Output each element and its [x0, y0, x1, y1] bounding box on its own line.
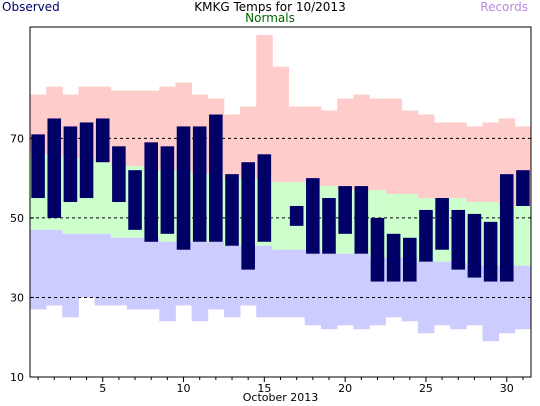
x-tick-label-10: 10 [177, 382, 191, 395]
record-low-band-day-19 [320, 253, 338, 330]
record-high-band-day-13 [223, 114, 241, 179]
observed-bar-day-30 [499, 174, 514, 282]
observed-bar-day-25 [419, 209, 433, 262]
observed-bar-day-27 [451, 209, 466, 270]
x-tick-label-20: 20 [338, 382, 352, 395]
observed-bar-day-18 [306, 178, 320, 254]
record-high-band-day-22 [369, 98, 386, 191]
record-low-band-day-20 [337, 253, 354, 326]
observed-bar-day-7 [128, 170, 142, 230]
observed-bar-day-26 [435, 198, 449, 250]
record-low-band-day-21 [353, 253, 370, 330]
observed-bar-day-4 [79, 122, 94, 199]
observed-bar-day-20 [338, 186, 352, 234]
record-low-band-day-5 [94, 233, 112, 306]
chart-title: KMKG Temps for 10/2013 [194, 0, 346, 14]
record-high-band-day-15 [256, 34, 273, 179]
record-low-band-day-13 [223, 245, 241, 318]
record-low-band-day-7 [126, 237, 144, 310]
record-low-band-day-29 [482, 265, 500, 342]
bands-layer [30, 34, 532, 342]
record-low-band-day-8 [143, 237, 160, 310]
record-low-band-day-10 [175, 241, 193, 306]
legend-records: Records [480, 0, 528, 14]
observed-bar-day-21 [354, 186, 369, 254]
record-low-band-day-27 [450, 261, 467, 330]
axes-layer: 10 30 50 70 5 10 15 20 25 30 [10, 132, 524, 395]
y-tick-label-70: 70 [10, 132, 24, 145]
observed-bar-day-17 [289, 205, 304, 226]
record-high-band-day-23 [385, 98, 403, 195]
record-high-band-day-14 [240, 106, 257, 179]
observed-bar-day-5 [95, 118, 110, 163]
record-high-band-day-17 [288, 106, 306, 183]
observed-bar-day-19 [322, 198, 336, 254]
record-high-band-day-7 [126, 90, 144, 167]
observed-layer [31, 114, 530, 282]
legend-normals: Normals [245, 11, 295, 25]
observed-bar-day-8 [144, 142, 158, 242]
observed-bar-day-24 [403, 237, 417, 282]
record-high-band-day-27 [450, 122, 467, 199]
normal-band-day-5 [94, 162, 112, 234]
x-tick-label-15: 15 [257, 382, 271, 395]
record-high-band-day-28 [466, 126, 483, 202]
x-tick-label-5: 5 [99, 382, 106, 395]
normal-band-day-16 [272, 182, 289, 250]
record-low-band-day-11 [191, 241, 209, 322]
record-low-band-day-15 [256, 245, 273, 318]
observed-bar-day-29 [483, 221, 498, 282]
observed-bar-day-31 [516, 170, 530, 206]
record-high-band-day-20 [337, 98, 354, 191]
observed-bar-day-1 [31, 134, 45, 199]
record-low-band-day-12 [207, 241, 225, 310]
record-high-band-day-25 [417, 114, 435, 199]
record-low-band-day-28 [466, 265, 483, 326]
y-tick-label-50: 50 [10, 212, 24, 225]
observed-bar-day-28 [467, 213, 482, 278]
x-tick-label-30: 30 [500, 382, 514, 395]
observed-bar-day-11 [192, 126, 207, 242]
record-high-band-day-19 [320, 110, 338, 187]
observed-bar-day-10 [176, 126, 191, 250]
x-axis-title: October 2013 [243, 391, 319, 404]
record-high-band-day-26 [434, 122, 451, 199]
record-low-band-day-17 [288, 249, 306, 318]
record-low-band-day-4 [78, 233, 96, 298]
y-tick-label-10: 10 [10, 371, 24, 384]
observed-bar-day-6 [112, 146, 126, 202]
record-low-band-day-6 [110, 237, 128, 306]
record-low-band-day-1 [30, 229, 47, 310]
record-low-band-day-30 [498, 265, 516, 334]
record-high-band-day-18 [304, 106, 322, 187]
record-low-band-day-2 [46, 229, 63, 306]
record-high-band-day-24 [401, 110, 419, 195]
record-high-band-day-29 [482, 122, 500, 202]
legend-observed: Observed [2, 0, 60, 14]
record-low-band-day-9 [159, 241, 176, 322]
observed-bar-day-12 [209, 114, 223, 242]
record-high-band-day-21 [353, 94, 370, 191]
observed-bar-day-22 [370, 217, 385, 282]
observed-bar-day-15 [257, 154, 272, 242]
record-low-band-day-26 [434, 261, 451, 326]
observed-bar-day-2 [47, 118, 62, 218]
normal-band-day-31 [514, 205, 532, 266]
observed-bar-day-23 [386, 233, 401, 282]
observed-bar-day-13 [225, 174, 239, 246]
record-low-band-day-3 [62, 233, 79, 318]
record-low-band-day-16 [272, 249, 289, 318]
record-high-band-day-16 [272, 66, 289, 183]
observed-bar-day-14 [241, 162, 255, 270]
x-tick-label-25: 25 [419, 382, 433, 395]
y-tick-label-30: 30 [10, 291, 24, 304]
record-low-band-day-18 [304, 249, 322, 326]
observed-bar-day-3 [63, 126, 78, 202]
observed-bar-day-9 [160, 146, 175, 234]
